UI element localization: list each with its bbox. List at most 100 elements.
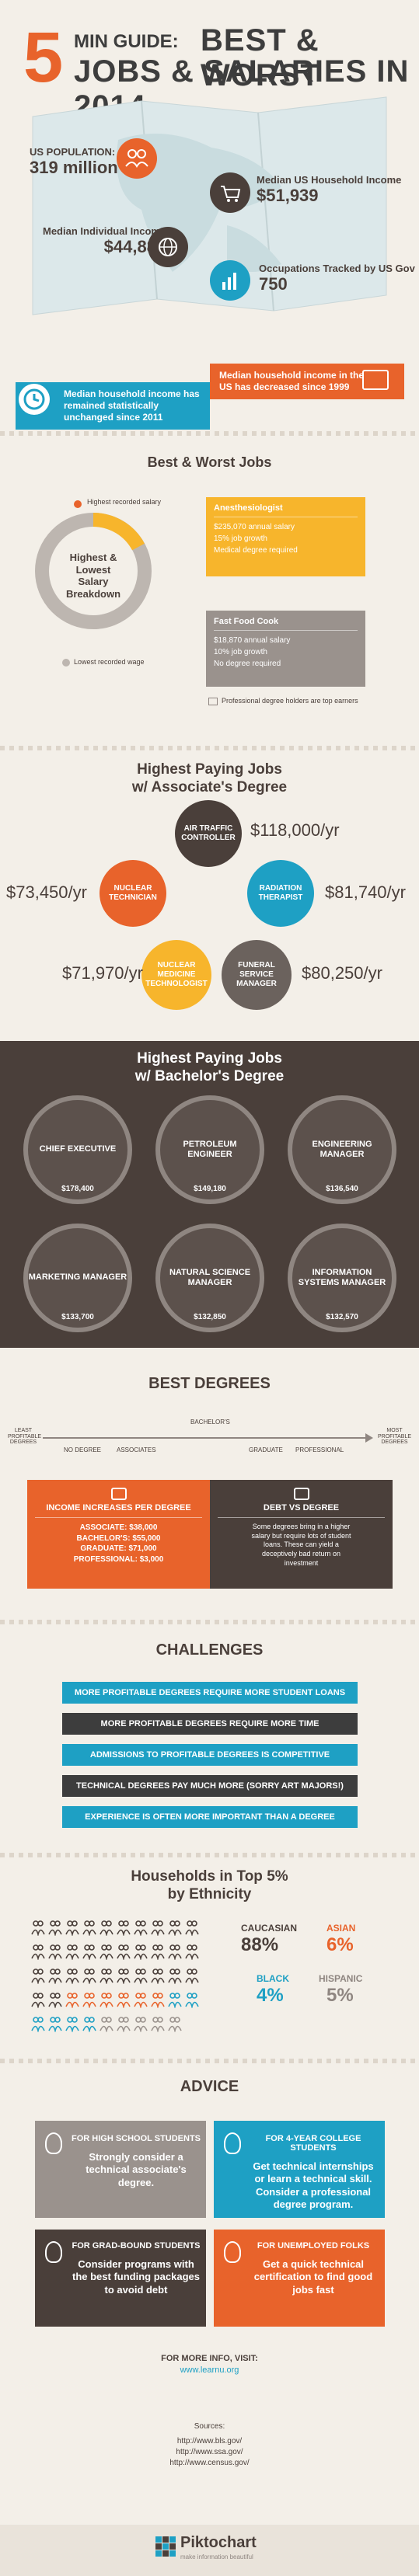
challenge-item: TECHNICAL DEGREES PAY MUCH MORE (SORRY A…: [62, 1775, 358, 1797]
ethnicity-title-line2: by Ethnicity: [167, 1885, 252, 1902]
person-icon: [65, 1969, 79, 1986]
divider: [0, 1620, 419, 1624]
person-icon: [82, 1969, 96, 1986]
challenge-item: MORE PROFITABLE DEGREES REQUIRE MORE TIM…: [62, 1713, 358, 1735]
more-info-link[interactable]: www.learnu.org: [180, 2365, 239, 2375]
lowest-label: Lowest recorded wage: [74, 658, 145, 666]
ethnicity-title-line1: Households in Top 5%: [131, 1868, 288, 1885]
associates-title-line2: w/ Associate's Degree: [131, 778, 288, 795]
source-link[interactable]: http://www.bls.gov/: [176, 2437, 243, 2445]
anesthesiologist-card: Anesthesiologist $235,070 annual salary …: [206, 497, 365, 576]
person-icon: [185, 1993, 199, 2010]
group-caucasian-name: CAUCASIAN: [241, 1923, 297, 1934]
occupations-label: Occupations Tracked by US Gov: [259, 263, 415, 274]
clock-icon: [19, 384, 50, 415]
increase-title: INCOME INCREASES PER DEGREE: [46, 1503, 191, 1513]
advice-card-grad: [35, 2230, 206, 2327]
salary-radiation: $81,740/yr: [325, 882, 406, 902]
arrow-right-icon: [365, 1433, 373, 1443]
person-icon: [185, 1920, 199, 1937]
debt-card: DEBT VS DEGREE Some degrees bring in a h…: [210, 1480, 393, 1589]
scale-bachelors: BACHELOR'S: [190, 1419, 230, 1426]
increase-list: ASSOCIATE: $38,000 BACHELOR'S: $55,000 G…: [35, 1523, 202, 1565]
person-icon: [31, 1944, 45, 1962]
advice-head: FOR HIGH SCHOOL STUDENTS: [71, 2134, 201, 2143]
person-icon: [134, 1920, 148, 1937]
decreased-text: Median household income in the US has de…: [219, 370, 365, 392]
salary-nuclear-tech: $73,450/yr: [6, 882, 87, 902]
bachelors-title: Highest Paying Jobs w/ Bachelor's Degree: [0, 1050, 419, 1086]
person-icon: [100, 2017, 113, 2034]
person-icon: [82, 1993, 96, 2010]
lightbulb-icon: [45, 2241, 62, 2263]
person-icon: [117, 1993, 131, 2010]
anesth-title: Anesthesiologist: [214, 503, 283, 513]
group-asian-value: 6%: [326, 1934, 354, 1955]
person-icon: [151, 1920, 165, 1937]
more-info-label: FOR MORE INFO, VISIT:: [161, 2354, 258, 2363]
person-icon: [117, 1944, 131, 1962]
fastfood-title: Fast Food Cook: [214, 617, 279, 626]
card-divider: [35, 1517, 202, 1518]
lightbulb-icon: [45, 2132, 62, 2154]
job-chief-executive: CHIEF EXECUTIVE: [23, 1095, 132, 1204]
person-icon: [82, 1920, 96, 1937]
job-natural-science-manager: NATURAL SCIENCE MANAGER: [155, 1224, 264, 1332]
group-hispanic-name: HISPANIC: [319, 1973, 363, 1984]
household-label: Median US Household Income: [257, 174, 402, 186]
salary-engineering: $136,540: [326, 1185, 358, 1193]
job-petroleum-engineer: PETROLEUM ENGINEER: [155, 1095, 264, 1204]
challenge-item: MORE PROFITABLE DEGREES REQUIRE MORE STU…: [62, 1682, 358, 1704]
scale-professional: PROFESSIONAL: [295, 1446, 344, 1453]
source-link[interactable]: http://www.census.gov/: [169, 2459, 250, 2467]
lowest-marker: [62, 659, 70, 667]
scale-graduate: GRADUATE: [249, 1446, 283, 1453]
salary-funeral: $80,250/yr: [302, 963, 382, 983]
debt-text: Some degrees bring in a higher salary bu…: [251, 1523, 351, 1567]
advice-card-college: [214, 2121, 385, 2218]
advice-title: ADVICE: [180, 2078, 239, 2095]
person-icon: [168, 2017, 182, 2034]
lightbulb-icon: [224, 2132, 241, 2154]
person-icon: [151, 1993, 165, 2010]
advice-grad-content: FOR GRAD-BOUND STUDENTS Consider program…: [70, 2241, 202, 2296]
cart-icon: [210, 172, 250, 213]
person-icon: [117, 1969, 131, 1986]
advice-card-high-school: [35, 2121, 206, 2218]
individual-label: Median Individual Income: [43, 225, 166, 237]
job-nuclear-technician: NUCLEAR TECHNICIAN: [100, 860, 166, 927]
most-profitable-label: MOST PROFITABLE DEGREES: [377, 1428, 412, 1446]
associates-title-line1: Highest Paying Jobs: [137, 761, 282, 778]
person-icon: [82, 2017, 96, 2034]
person-icon: [65, 1944, 79, 1962]
people-icon: [117, 138, 157, 179]
income-increase-card: INCOME INCREASES PER DEGREE ASSOCIATE: $…: [27, 1480, 210, 1589]
scale-no-degree: NO DEGREE: [64, 1446, 102, 1453]
sources-list: http://www.bls.gov/ http://www.ssa.gov/ …: [0, 2436, 419, 2469]
piktochart-logo-icon: [155, 2536, 176, 2557]
person-icon: [117, 2017, 131, 2034]
decreased-ribbon: Median household income in the US has de…: [210, 364, 404, 399]
best-degrees-title: BEST DEGREES: [148, 1375, 271, 1392]
degree-scale-line: [43, 1437, 369, 1439]
document-icon: [208, 698, 218, 705]
person-icon: [134, 1944, 148, 1962]
person-icon: [100, 1993, 113, 2010]
advice-body: Consider programs with the best funding …: [72, 2258, 200, 2296]
person-icon: [82, 1944, 96, 1962]
divider: [0, 1853, 419, 1857]
job-air-traffic-controller: AIR TRAFFIC CONTROLLER: [175, 800, 242, 867]
household-income-stat: Median US Household Income $51,939: [257, 174, 401, 206]
population-label: US POPULATION:: [30, 146, 116, 158]
ethnicity-title: Households in Top 5% by Ethnicity: [0, 1868, 419, 1904]
job-engineering-manager: ENGINEERING MANAGER: [288, 1095, 396, 1204]
anesth-item: Medical degree required: [214, 546, 298, 555]
group-black-value: 4%: [257, 1985, 284, 2006]
header-section: 5 MIN GUIDE: BEST & WORST JOBS & SALARIE…: [0, 0, 419, 430]
source-link[interactable]: http://www.ssa.gov/: [176, 2448, 243, 2456]
person-icon: [168, 1920, 182, 1937]
scale-associates: ASSOCIATES: [117, 1446, 156, 1453]
advice-body: Get technical internships or learn a tec…: [253, 2160, 374, 2210]
fastfood-item: $18,870 annual salary: [214, 636, 291, 645]
highest-label: Highest recorded salary: [87, 498, 162, 506]
